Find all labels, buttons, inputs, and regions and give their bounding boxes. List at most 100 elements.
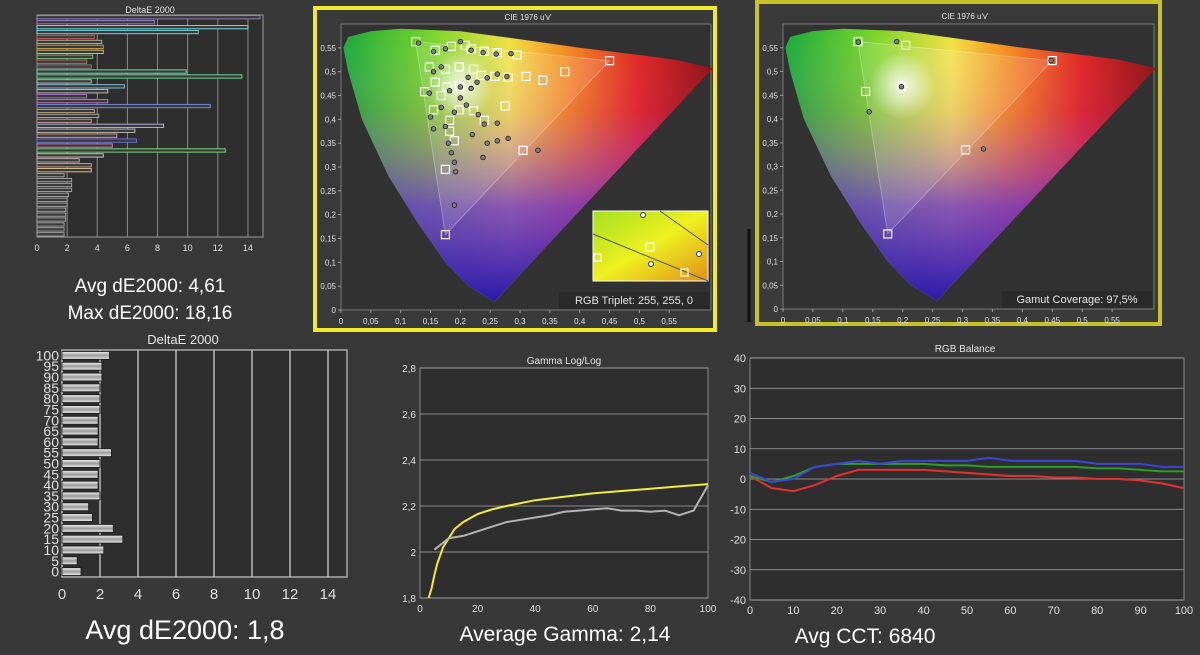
deltae-top-x-tick-label: 4 — [95, 243, 100, 253]
cie-1-target-marker — [500, 101, 510, 111]
cie-2-x-tick-label: 0,25 — [925, 316, 941, 325]
cie-2-target-marker — [860, 86, 871, 97]
deltae-top-max-caption: Max dE2000: 18,16 — [67, 303, 233, 324]
cie-2-ticks: 0 0,05 0,1 0,15 0,2 0,25 0,3 0,35 0,4 0,45 0,5 0,55… — [762, 44, 1120, 325]
deltae-bottom-bar — [61, 394, 101, 403]
deltae-bottom-y-tick-label: 50 — [43, 456, 59, 472]
cie-1-panel: CIE 1976 u'v' 0 0,05 0,1 0,15 0,2 0,25 0,3 0,35… — [313, 6, 717, 332]
deltae-top-bar — [36, 29, 199, 35]
deltae-top-bar — [36, 197, 68, 202]
cie-1-y-tick-label: 0 — [332, 306, 337, 315]
cie-1-measured-point — [457, 95, 464, 101]
cie-1-x-tick-label: 0,35 — [542, 317, 558, 326]
deltae-bottom-bar — [61, 534, 124, 544]
cie-2-target-marker — [901, 40, 911, 50]
deltae-bottom-bar — [61, 448, 112, 457]
cie-1-inset-swatch — [592, 210, 709, 282]
cie-2-x-tick-label: 0,4 — [1017, 316, 1029, 325]
deltae-top-x-tick-label: 6 — [125, 243, 130, 253]
cie-1-measured-point — [484, 140, 490, 146]
deltae-bottom-y-tick-label: 10 — [43, 542, 59, 558]
cie-1-x-tick-label: 0,1 — [395, 317, 407, 326]
cie-1-measured-point — [451, 202, 458, 208]
deltae-bottom-bar — [61, 459, 101, 468]
cie-1-x-tick-label: 0,5 — [634, 317, 646, 326]
rgb-balance-y-tick-label: 10 — [734, 444, 746, 456]
deltae-bottom-y-tick-label: 30 — [43, 499, 59, 515]
deltae-bottom-y-tick-label: 55 — [43, 445, 59, 461]
cie-1-title: CIE 1976 u'v' — [504, 13, 552, 22]
deltae-bottom-bar — [61, 480, 99, 490]
deltae-bottom-bar — [61, 491, 101, 501]
rgb-balance-y-tick-label: -30 — [730, 565, 746, 577]
deltae-bottom-y-tick-label: 65 — [43, 423, 59, 439]
deltae-top-bar — [36, 25, 249, 30]
deltae-bottom-y-tick-label: 45 — [43, 466, 59, 482]
cie-1-y-tick-label: 0,05 — [320, 282, 336, 291]
deltae-top-bar — [36, 84, 125, 89]
cie-1-target-marker — [428, 105, 439, 115]
cie-1-measured-point — [448, 149, 455, 156]
gamma-y-tick-label: 2,4 — [402, 456, 416, 467]
deltae-bottom-bar — [61, 470, 99, 479]
cie-2-y-tick-label: 0,05 — [762, 281, 778, 290]
cie-1-measured-point — [442, 46, 449, 52]
cie-1-target-marker — [468, 106, 479, 116]
gamma-gridlines: 1,8 2 2,2 2,4 2,6 2,8 0 20 40 60 80 100 — [402, 364, 717, 615]
deltae-bottom-x-tick-label: 6 — [172, 586, 180, 603]
rgb-balance-x-tick-label: 20 — [831, 605, 843, 617]
cie-1-target-marker — [454, 81, 464, 91]
cie-1-measured-point — [504, 73, 510, 80]
gamma-x-tick-label: 0 — [417, 604, 423, 615]
cie-1-target-marker — [440, 164, 451, 174]
deltae-top-bar — [36, 15, 261, 20]
cie-1-measured-point — [494, 120, 501, 126]
deltae-top-x-tick-label: 2 — [65, 243, 70, 253]
deltae-bottom-x-tick-label: 2 — [96, 586, 104, 603]
deltae-top-bar — [36, 123, 165, 128]
deltae-top-bar — [36, 94, 88, 99]
cie-2-y-tick-label: 0,1 — [767, 258, 779, 267]
cie-1-measured-point — [452, 169, 459, 175]
cie-2-y-tick-label: 0,55 — [762, 44, 778, 53]
cie-1-inset-target — [680, 268, 689, 277]
cie-1-target-marker — [560, 67, 570, 77]
rgb-balance-y-tick-label: -40 — [730, 595, 746, 607]
cie-2-spectral-locus — [785, 28, 1156, 301]
deltae-top-bar — [36, 20, 155, 25]
gamma-plot-area — [419, 367, 709, 599]
cie-2-measured-point — [980, 146, 987, 152]
cie-2-y-tick-label: 0,4 — [767, 115, 779, 124]
cie-1-target-marker — [436, 90, 446, 101]
cie-1-measured-point — [438, 64, 444, 70]
cie-1-y-tick-label: 0,55 — [320, 44, 336, 53]
rgb-balance-title: RGB Balance — [935, 344, 996, 355]
cie-1-x-tick-label: 0,05 — [363, 317, 379, 326]
deltae-top-bar — [36, 207, 67, 212]
deltae-top-x-tick-label: 10 — [183, 243, 193, 253]
deltae-top-bar — [36, 143, 113, 148]
cie-1-target-marker — [424, 62, 434, 72]
deltae-top-bar — [36, 64, 92, 69]
deltae-top-bar — [36, 163, 92, 168]
cie-1-measured-point — [508, 50, 514, 57]
deltae-top-bar — [36, 89, 109, 94]
rgb-balance-x-tick-label: 70 — [1048, 605, 1060, 617]
cie-1-target-marker — [503, 72, 513, 82]
cie-1-points — [410, 37, 615, 240]
cie-2-measured-point — [1048, 57, 1054, 64]
rgb-balance-y-tick-label: 40 — [734, 353, 746, 365]
deltae-bottom-bar — [61, 524, 114, 533]
rgb-balance-x-tick-label: 0 — [747, 605, 753, 617]
cie-1-measured-point — [484, 75, 490, 81]
cie-1-measured-point — [505, 135, 511, 142]
cie-1-x-tick-label: 0 — [339, 317, 344, 326]
cie-1-target-marker — [468, 64, 479, 74]
cie-1-target-marker — [479, 46, 489, 56]
deltae-top-bar — [36, 187, 73, 193]
deltae-top-bar — [36, 54, 94, 59]
gamma-x-tick-label: 40 — [530, 604, 542, 615]
deltae-top-bar — [36, 173, 65, 178]
deltae-top-bar — [36, 113, 100, 119]
